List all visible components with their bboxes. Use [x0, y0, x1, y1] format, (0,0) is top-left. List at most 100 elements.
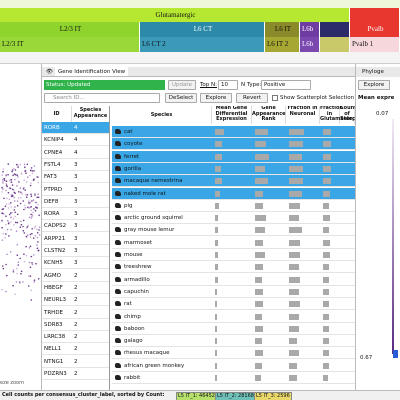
table-row[interactable]: african green monkey — [112, 360, 355, 372]
column-header[interactable]: Mean Gene Differential Expression — [212, 106, 252, 124]
column-header[interactable]: Count of Selected — [340, 106, 355, 124]
hierarchy-segment[interactable]: L6 IT 2 — [265, 37, 300, 52]
gene-id: CLSTN2 — [44, 248, 66, 254]
phylo-panel: Phyloge Explore Mean expre 0.07 0.67 — [355, 64, 400, 390]
table-row[interactable]: capuchin — [112, 286, 355, 298]
table-row[interactable]: rat — [112, 298, 355, 311]
scatter-point — [37, 203, 39, 206]
column-header[interactable]: Gene Appearance Rank — [252, 106, 286, 124]
explore-button[interactable]: Explore — [358, 80, 390, 90]
table-row[interactable]: CADPS2 3 — [42, 220, 109, 233]
table-row[interactable]: coyote — [112, 138, 355, 151]
table-row[interactable]: macaque nemestrina — [112, 175, 355, 188]
explore-button[interactable]: Explore — [200, 93, 232, 103]
panel-tab[interactable]: Gene Identification View — [55, 67, 129, 76]
species-name: arctic ground squirrel — [124, 215, 183, 222]
table-row[interactable]: treeshrew — [112, 261, 355, 274]
table-row[interactable]: AGMO 2 — [42, 270, 109, 282]
scatter-point — [17, 261, 20, 263]
species-name: rat — [124, 301, 132, 308]
table-row[interactable]: TRHDE 2 — [42, 307, 109, 319]
table-row[interactable]: gorilla — [112, 162, 355, 175]
hierarchy-segment[interactable]: L2/3 IT — [0, 37, 140, 52]
scatter-point — [17, 166, 19, 168]
table-row[interactable]: FAT3 3 — [42, 171, 109, 184]
legend-min: 0.07 — [376, 111, 389, 117]
table-row[interactable]: CLSTN2 3 — [42, 245, 109, 257]
value-bar — [323, 227, 330, 234]
deselect-button[interactable]: DeSelect — [165, 93, 197, 103]
table-row[interactable]: LRRC38 2 — [42, 331, 109, 344]
cluster-badge[interactable]: L5 IT_1: 46452 — [176, 392, 217, 400]
hierarchy-segment[interactable]: L6b — [300, 22, 320, 37]
table-row[interactable]: SDR83 2 — [42, 319, 109, 331]
scatter-point — [5, 175, 7, 177]
scatter-point — [15, 230, 18, 232]
scatter-point — [16, 200, 19, 202]
table-row[interactable]: NTNG1 2 — [42, 356, 109, 368]
scatter-point — [23, 232, 26, 234]
hierarchy-segment[interactable]: L6 IT — [265, 22, 300, 37]
table-row[interactable]: marmoset — [112, 237, 355, 249]
table-row[interactable]: KCNH5 3 — [42, 257, 109, 270]
table-row[interactable]: RORB 4 — [42, 122, 109, 134]
table-row[interactable]: PTPRD 3 — [42, 184, 109, 196]
table-row[interactable]: gray mouse lemur — [112, 224, 355, 237]
table-row[interactable]: baboon — [112, 323, 355, 335]
table-row[interactable]: PDZRN3 2 — [42, 368, 109, 380]
cluster-badge[interactable]: L5 IT_3: 2596 — [254, 392, 292, 400]
scatter-point — [5, 290, 7, 293]
value-bar — [289, 288, 299, 295]
table-row[interactable]: CPNE4 4 — [42, 147, 109, 159]
table-row[interactable]: NELL1 2 — [42, 343, 109, 356]
scatter-point — [23, 253, 25, 255]
table-row[interactable]: KCNIP4 4 — [42, 134, 109, 147]
hierarchy-segment[interactable]: L6 CT — [140, 22, 265, 37]
cluster-badge[interactable]: L5 IT_2: 28168 — [215, 392, 256, 400]
table-row[interactable]: arctic ground squirrel — [112, 212, 355, 225]
hierarchy-segment[interactable]: Glutamatergic — [0, 8, 350, 22]
scatter-point — [5, 189, 7, 192]
column-header[interactable]: Species — [112, 106, 212, 124]
scatter-point — [31, 216, 33, 218]
column-header[interactable]: ID — [42, 106, 72, 122]
hierarchy-segment[interactable]: Pvalb — [350, 22, 400, 37]
table-row[interactable]: chimp — [112, 311, 355, 323]
top-n-input[interactable]: 10 — [218, 80, 238, 90]
table-row[interactable]: HBEGF 2 — [42, 282, 109, 294]
table-row[interactable]: rabbit — [112, 372, 355, 384]
table-row[interactable]: mouse — [112, 249, 355, 261]
hierarchy-segment[interactable] — [320, 22, 350, 37]
table-row[interactable]: ARPP21 3 — [42, 233, 109, 245]
panel-tab[interactable]: Phyloge — [356, 67, 400, 77]
scatter-point — [1, 186, 3, 189]
hierarchy-segment[interactable] — [320, 37, 350, 52]
table-row[interactable]: cat — [112, 126, 355, 138]
hierarchy-segment[interactable]: L6 CT 2 — [140, 37, 265, 52]
checkbox[interactable] — [272, 95, 278, 101]
scatter-panel: eze zoom — [0, 64, 42, 390]
table-row[interactable]: naked mole rat — [112, 187, 355, 200]
table-row[interactable]: armadillo — [112, 274, 355, 286]
hierarchy-segment[interactable]: L2/3 IT — [0, 22, 140, 37]
table-row[interactable]: pig — [112, 200, 355, 212]
scatter-point — [16, 213, 19, 216]
hierarchy-segment[interactable] — [350, 8, 400, 22]
column-header[interactable]: Fraction in Glutamatergic — [320, 106, 355, 124]
table-row[interactable]: DEF8 3 — [42, 196, 109, 208]
hierarchy-segment[interactable]: L6b — [300, 37, 320, 52]
column-header[interactable]: Fraction in Neuronal — [286, 106, 320, 124]
column-header[interactable]: Species Appearance — [72, 107, 109, 122]
revert-button[interactable]: Revert — [236, 93, 268, 103]
table-row[interactable]: rhesus macaque — [112, 347, 355, 360]
search-input[interactable]: Search ID... — [44, 93, 160, 103]
scatter-canvas[interactable] — [0, 64, 42, 390]
update-button[interactable]: Update — [168, 80, 196, 90]
table-row[interactable]: NEURL3 2 — [42, 294, 109, 307]
table-row[interactable]: RORA 3 — [42, 208, 109, 221]
table-row[interactable]: galago — [112, 335, 355, 348]
hierarchy-segment[interactable]: Pvalb 1 — [350, 37, 400, 52]
table-row[interactable]: FSTL4 3 — [42, 159, 109, 171]
table-row[interactable]: ferret — [112, 150, 355, 163]
n-type-dropdown[interactable]: Positive — [261, 80, 311, 90]
